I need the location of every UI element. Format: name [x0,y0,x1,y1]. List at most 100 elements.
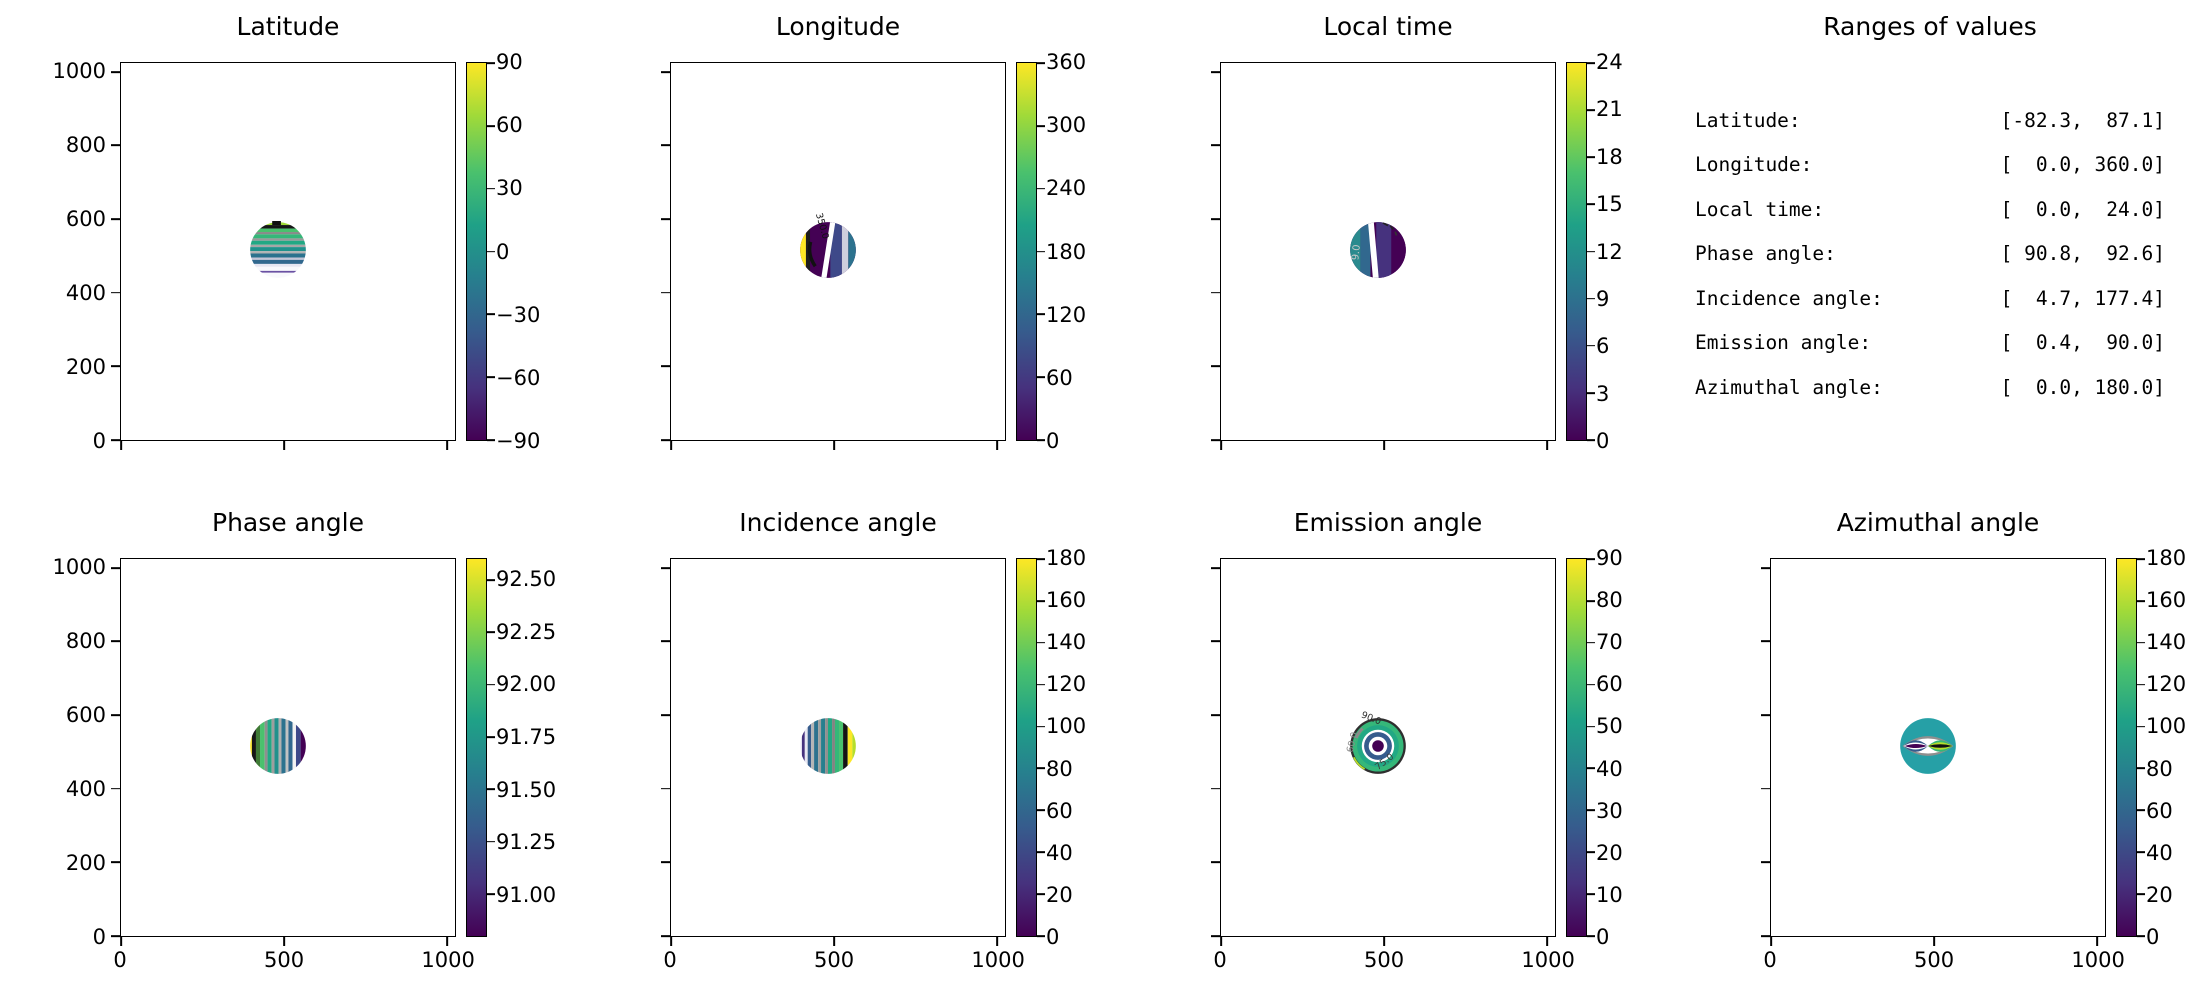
y-tick-label: 400 [65,776,106,801]
colorbar-tick-label: 80 [1596,588,1623,613]
y-tick-mark [111,861,120,864]
y-axis-labels [1100,558,1212,937]
x-tick-mark [833,937,835,946]
colorbar-tick-label: 100 [2146,714,2187,739]
x-tick-label: 500 [1914,948,1955,972]
x-tick-mark [283,441,285,450]
colorbar-tick-label: 60 [496,113,523,138]
y-tick-label: 800 [65,628,106,653]
colorbar-tick-mark [1037,250,1045,253]
colorbar-tick-mark [2137,641,2145,644]
y-tick-mark [1211,935,1220,937]
y-tick-mark [661,365,670,368]
y-tick-mark [111,640,120,643]
y-tick-mark [1761,861,1770,864]
colorbar-labels-phase: 92.50 92.25 92.00 91.75 91.50 91.25 91.00 [496,558,576,937]
y-tick-label: 0 [92,429,106,453]
colorbar-tick-label: 20 [1046,882,1073,907]
colorbar-tick-mark [1037,600,1045,602]
colorbar-tick-mark [487,250,495,253]
y-tick-mark [661,439,670,441]
colorbar-tick-mark [1587,725,1595,728]
range-value: [ 0.0, 360.0] [2000,153,2165,177]
range-label: Incidence angle: [1695,286,1883,310]
colorbar-local-time [1566,62,1595,441]
subplot-longitude: Longitude 350.0 360 300 240 180 120 60 0 [550,0,1100,500]
range-value: [ 0.0, 24.0] [2000,197,2165,221]
colorbar-tick-label: −60 [496,365,541,390]
range-label: Local time: [1695,197,1825,221]
colorbar-tick-mark [1037,187,1045,190]
colorbar-tick-mark [1037,767,1045,770]
latitude-disk-image [250,220,306,278]
colorbar-tick-mark [1037,935,1045,937]
contour-label-emission-60: 60.0 [1345,731,1361,754]
y-tick-mark [1211,365,1220,368]
y-tick-mark [1211,291,1220,294]
colorbar-tick-label: 18 [1596,144,1623,169]
x-axis-labels: 0 500 1000 [1213,948,1575,976]
colorbar-tick-mark [1037,851,1045,854]
colorbar-tick-mark [487,124,495,127]
local-time-disk-image: 9.0 [1350,221,1406,278]
y-axis-labels [550,62,662,441]
y-axis-labels: 0 200 400 600 800 1000 [0,59,112,453]
y-tick-mark [1761,640,1770,643]
x-tick-mark [1220,937,1222,946]
y-tick-mark [661,291,670,294]
range-value: [ 4.7, 177.4] [2000,286,2165,310]
y-tick-mark [1211,218,1220,220]
colorbar-longitude [1016,62,1045,441]
phase-disk-image [250,717,306,774]
y-tick-mark [111,144,120,147]
ranges-row: Longitude: [ 0.0, 360.0] [1695,143,2165,188]
x-tick-mark [1546,441,1549,450]
y-tick-mark [661,714,670,716]
colorbar-labels-longitude: 360 300 240 180 120 60 0 [1046,50,1126,453]
colorbar-tick-label: 360 [1046,50,1087,74]
y-tick-label: 400 [65,280,106,305]
colorbar-tick-label: 3 [1596,381,1610,406]
contour-label-local-time: 9.0 [1350,244,1363,261]
colorbar-tick-mark [1587,109,1595,111]
y-tick-mark [661,70,670,73]
x-tick-label: 0 [663,948,677,972]
y-tick-mark [1211,640,1220,643]
y-tick-label: 800 [65,132,106,157]
colorbar-tick-mark [2137,725,2145,728]
plot-area-phase [111,558,456,946]
range-value: [ 0.4, 90.0] [2000,331,2165,355]
subplot-incidence-angle: Incidence angle [550,496,1100,996]
x-tick-mark [833,441,835,450]
y-tick-mark [1211,144,1220,147]
subplot-title-latitude: Latitude [236,12,340,41]
colorbar-tick-mark [1037,725,1045,728]
colorbar-tick-mark [1587,935,1595,937]
colorbar-tick-label: 70 [1596,630,1623,655]
y-tick-mark [111,70,120,73]
plot-area-local-time: 9.0 [1211,62,1556,450]
colorbar-tick-mark [1037,376,1045,378]
range-label: Emission angle: [1695,331,1872,355]
colorbar-tick-mark [1587,809,1595,812]
colorbar-tick-mark [487,439,495,441]
subplot-title-phase: Phase angle [212,508,364,537]
y-tick-mark [661,144,670,147]
colorbar-latitude [466,62,495,441]
colorbar-tick-label: 60 [1046,798,1073,823]
colorbar-tick-mark [487,736,495,738]
y-tick-mark [111,218,120,220]
colorbar-labels-latitude: 90 60 30 0 −30 −60 −90 [496,50,576,453]
emission-disk-image: 60.0 75.0 90.0 [1345,709,1406,774]
contour-label-box [272,220,281,225]
colorbar-tick-label: 180 [1046,546,1087,570]
colorbar-tick-mark [1037,124,1045,127]
x-tick-mark [120,937,122,946]
y-tick-mark [111,935,120,937]
x-tick-mark [446,441,449,450]
x-tick-label: 500 [1364,948,1405,972]
colorbar-tick-label: 10 [1596,882,1623,907]
subplot-latitude: Latitude [0,0,550,500]
colorbar-tick-label: 40 [2146,840,2173,865]
x-tick-mark [120,441,122,450]
